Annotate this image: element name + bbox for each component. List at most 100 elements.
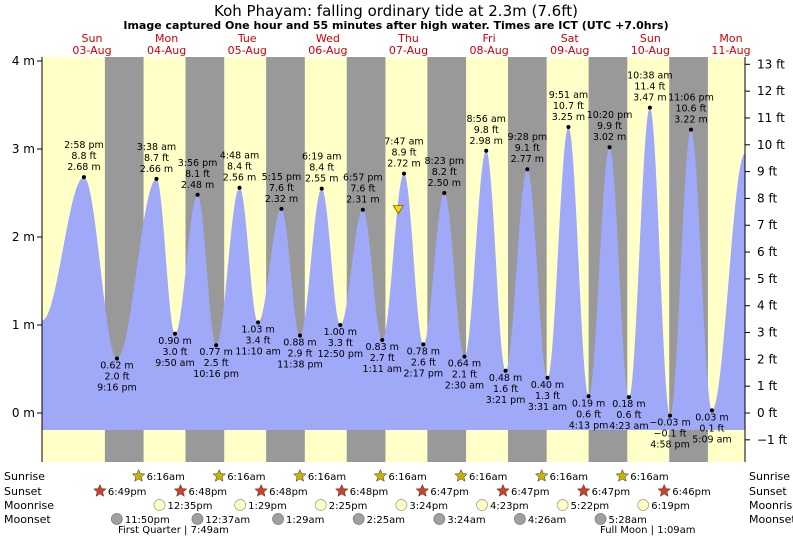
tide-label: 9:28 pm (508, 132, 548, 143)
sunrise-time: 6:16am (630, 472, 668, 483)
tide-label: 4:23 am (609, 421, 648, 432)
day-date: 04-Aug (147, 44, 186, 57)
tide-point (256, 320, 261, 325)
right-tick-label: −1 ft (757, 433, 788, 447)
tide-label: 1.00 m (324, 327, 357, 338)
moonrise-time: 6:19pm (651, 501, 690, 512)
row-label-right-sunrise: Sunrise (749, 470, 790, 483)
day-name: Sun (82, 32, 103, 45)
moonrise-icon (476, 499, 488, 511)
moonrise-icon (314, 499, 327, 511)
tide-label: 0.77 m (199, 347, 232, 358)
sunset-time: 6:47pm (511, 487, 550, 498)
tide-label: 5:09 am (692, 434, 731, 445)
tide-point (279, 206, 284, 211)
tide-point (380, 337, 385, 342)
right-tick-label: 11 ft (757, 111, 785, 125)
day-date: 09-Aug (550, 44, 589, 57)
tide-label: 7.6 ft (269, 183, 294, 194)
sunset-time: 6:46pm (672, 487, 711, 498)
sunset-time: 6:48pm (189, 487, 228, 498)
moonset-icon (110, 513, 123, 525)
moonrise-icon (395, 499, 408, 511)
sunrise-icon (212, 468, 226, 482)
tide-label: 8.8 ft (71, 151, 96, 162)
tide-label: 2.7 ft (370, 353, 395, 364)
right-tick-label: 12 ft (757, 84, 785, 98)
day-name: Mon (719, 32, 742, 45)
tide-label: 8:56 am (466, 114, 505, 125)
day-name: Tue (237, 32, 257, 45)
tide-label: 6:57 pm (343, 173, 383, 184)
tide-label: 8.7 ft (144, 153, 169, 164)
left-tick-label: 2 m (12, 230, 35, 244)
tide-label: 2.6 ft (411, 357, 436, 368)
moonrise-icon (556, 499, 569, 511)
day-name: Wed (316, 32, 340, 45)
tide-label: 10.6 ft (675, 104, 706, 115)
tide-label: 1.03 m (241, 324, 274, 335)
tide-point (114, 356, 119, 361)
sunset-icon (173, 483, 188, 497)
moonrise-time: 3:24pm (409, 501, 448, 512)
tide-point (586, 394, 591, 399)
tide-label: 4:13 pm (569, 420, 609, 431)
chart-subtitle: Image captured One hour and 55 minutes a… (123, 19, 668, 32)
tide-label: 8.4 ft (309, 163, 334, 174)
tide-point (338, 323, 343, 327)
tide-label: 9.9 ft (597, 121, 622, 132)
tide-label: 2.32 m (265, 194, 298, 205)
right-tick-label: 8 ft (757, 191, 777, 205)
tide-label: −0.03 m (649, 418, 690, 429)
right-tick-label: 3 ft (757, 326, 777, 340)
sunset-icon (496, 483, 510, 497)
tide-point (154, 176, 159, 181)
tide-point (709, 408, 714, 413)
chart-title: Koh Phayam: falling ordinary tide at 2.3… (214, 2, 578, 20)
sunrise-time: 6:16am (308, 472, 346, 483)
day-date: 07-Aug (389, 44, 428, 57)
day-name: Fri (483, 32, 496, 45)
tide-point (442, 191, 447, 195)
tide-label: 3.22 m (674, 115, 707, 126)
tide-label: 3.3 ft (328, 338, 353, 349)
day-name: Thu (397, 32, 419, 45)
tide-label: 2.55 m (305, 174, 338, 185)
tide-point (503, 368, 508, 373)
tide-label: 0.18 m (612, 399, 645, 410)
sunset-icon (254, 483, 268, 497)
left-tick-label: 1 m (12, 318, 35, 332)
tide-label: 10.7 ft (553, 101, 584, 112)
sunset-time: 6:49pm (108, 487, 147, 498)
sunset-icon (415, 483, 430, 497)
day-date: 03-Aug (72, 44, 111, 57)
tide-point (173, 331, 178, 336)
tide-label: 0.83 m (365, 342, 398, 353)
tide-label: 3:21 pm (486, 395, 526, 406)
tide-label: 0.48 m (489, 373, 522, 384)
tide-label: 0.64 m (448, 359, 481, 370)
tide-point (81, 175, 86, 180)
tide-point (566, 125, 571, 129)
tide-label: 2.0 ft (104, 371, 129, 382)
sunrise-time: 6:16am (388, 472, 426, 483)
tide-point (360, 207, 365, 212)
tide-label: 2.9 ft (287, 349, 312, 360)
tide-label: 8.9 ft (391, 148, 416, 159)
day-name: Sun (640, 32, 661, 45)
moonset-time: 4:26am (528, 515, 566, 526)
tide-label: 10:20 pm (587, 110, 633, 121)
moonset-icon (352, 513, 365, 525)
row-label-left-moonset: Moonset (4, 513, 51, 526)
tide-label: 3:56 pm (178, 158, 218, 169)
tide-label: 4:48 am (220, 151, 259, 162)
tide-label: 2.68 m (67, 162, 100, 173)
moonrise-icon (153, 499, 166, 511)
tide-label: 0.78 m (407, 346, 440, 357)
tide-label: 0.40 m (531, 380, 564, 391)
moonset-time: 11:50pm (125, 515, 170, 526)
tide-label: 0.03 m (695, 412, 728, 423)
sunrise-icon (615, 468, 630, 482)
day-date: 06-Aug (308, 44, 347, 57)
